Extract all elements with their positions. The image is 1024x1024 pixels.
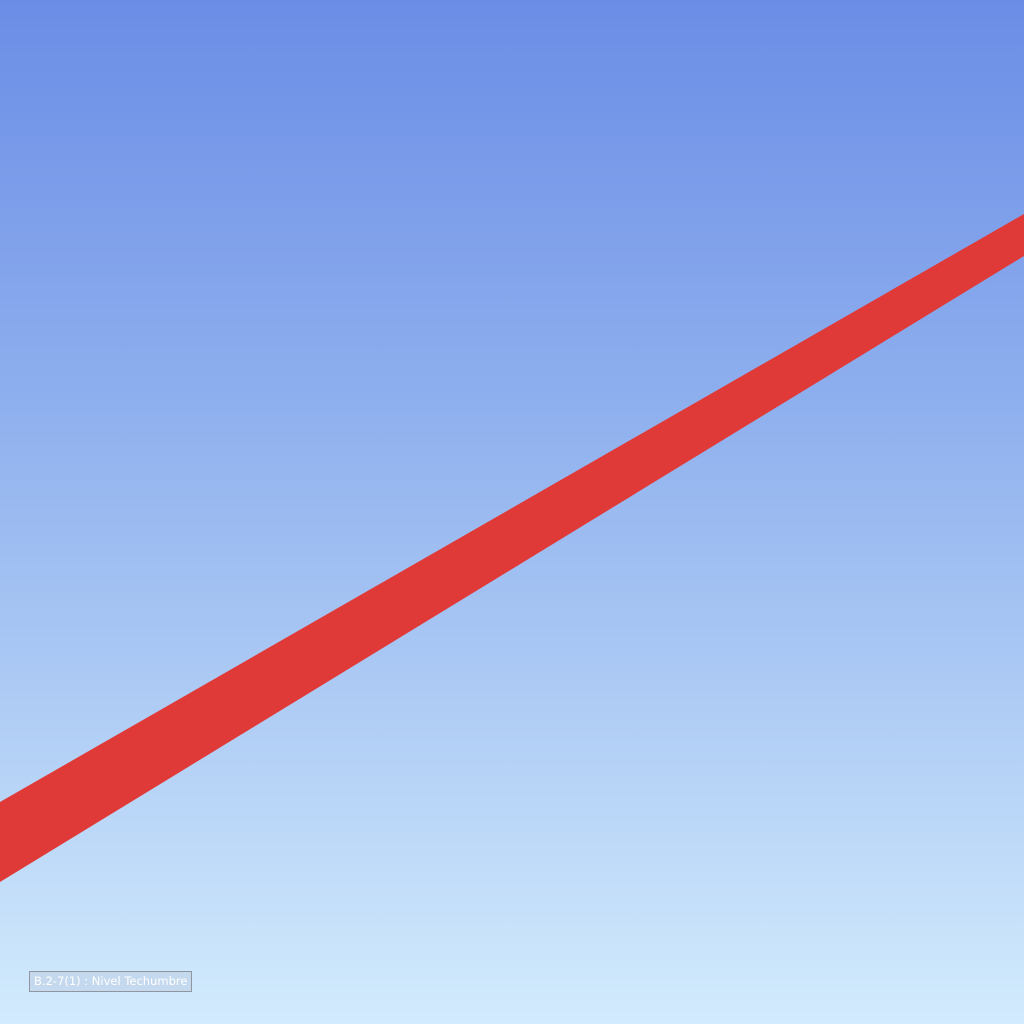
- structural-beam[interactable]: [0, 214, 1024, 882]
- element-level-label: B.2-7(1) : Nivel Techumbre: [29, 971, 193, 992]
